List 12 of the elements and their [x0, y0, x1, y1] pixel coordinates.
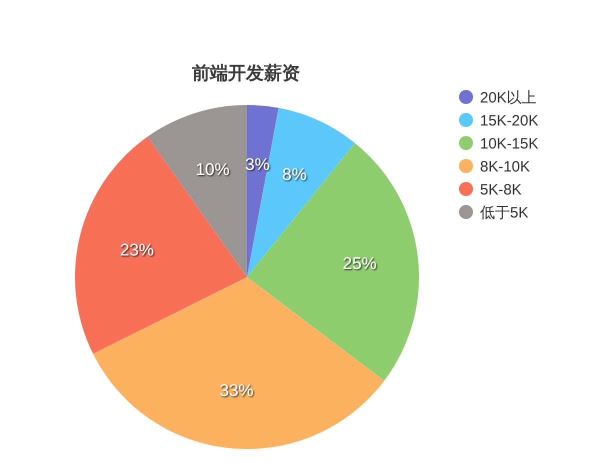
legend-label: 5K-8K: [480, 182, 522, 198]
legend-label: 8K-10K: [480, 158, 530, 176]
legend-label: 10K-15K: [480, 136, 538, 152]
data-label: 33%: [220, 381, 254, 400]
legend-label: 20K以上: [480, 90, 537, 106]
legend-label: 低于5K: [480, 204, 528, 222]
data-label: 23%: [120, 240, 154, 260]
data-label: 25%: [342, 254, 377, 274]
data-label: 10%: [196, 160, 230, 179]
legend-label: 15K-20K: [480, 112, 538, 130]
chart-title: 前端开发薪资: [191, 63, 300, 83]
data-label: 8%: [282, 164, 307, 184]
